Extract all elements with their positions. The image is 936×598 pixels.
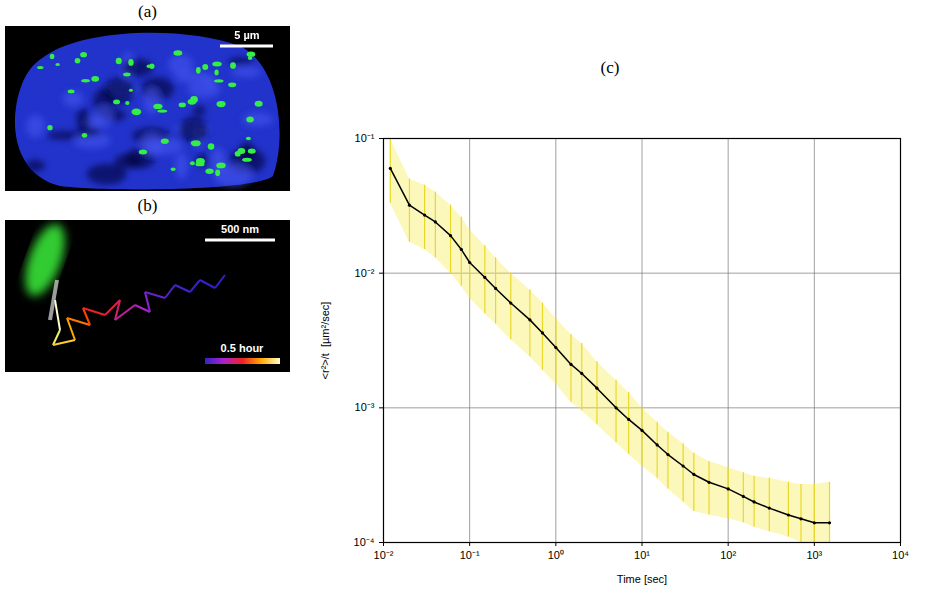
html-text:(a): (a) [138, 2, 157, 21]
svg-text:<r²>/t [µm²/sec]: <r²>/t [µm²/sec] [319, 302, 331, 380]
svg-text:0.5 hour: 0.5 hour [221, 342, 265, 354]
svg-text:10⁰: 10⁰ [548, 549, 564, 561]
html-text:(c): (c) [600, 58, 620, 77]
svg-text:10⁻¹: 10⁻¹ [355, 132, 375, 144]
svg-text:10⁻²: 10⁻² [374, 549, 394, 561]
svg-text:10⁻¹: 10⁻¹ [460, 549, 480, 561]
svg-text:10⁴: 10⁴ [892, 549, 909, 561]
html-text:(b): (b) [137, 196, 158, 215]
svg-text:Time [sec]: Time [sec] [617, 573, 667, 585]
svg-text:10⁻³: 10⁻³ [355, 401, 375, 413]
svg-text:10¹: 10¹ [634, 549, 650, 561]
svg-text:10⁻²: 10⁻² [355, 267, 375, 279]
svg-text:10²: 10² [720, 549, 736, 561]
svg-text:10⁻⁴: 10⁻⁴ [354, 536, 375, 548]
svg-text:500 nm: 500 nm [221, 223, 259, 235]
svg-text:5 µm: 5 µm [234, 29, 260, 41]
svg-text:10³: 10³ [806, 549, 822, 561]
